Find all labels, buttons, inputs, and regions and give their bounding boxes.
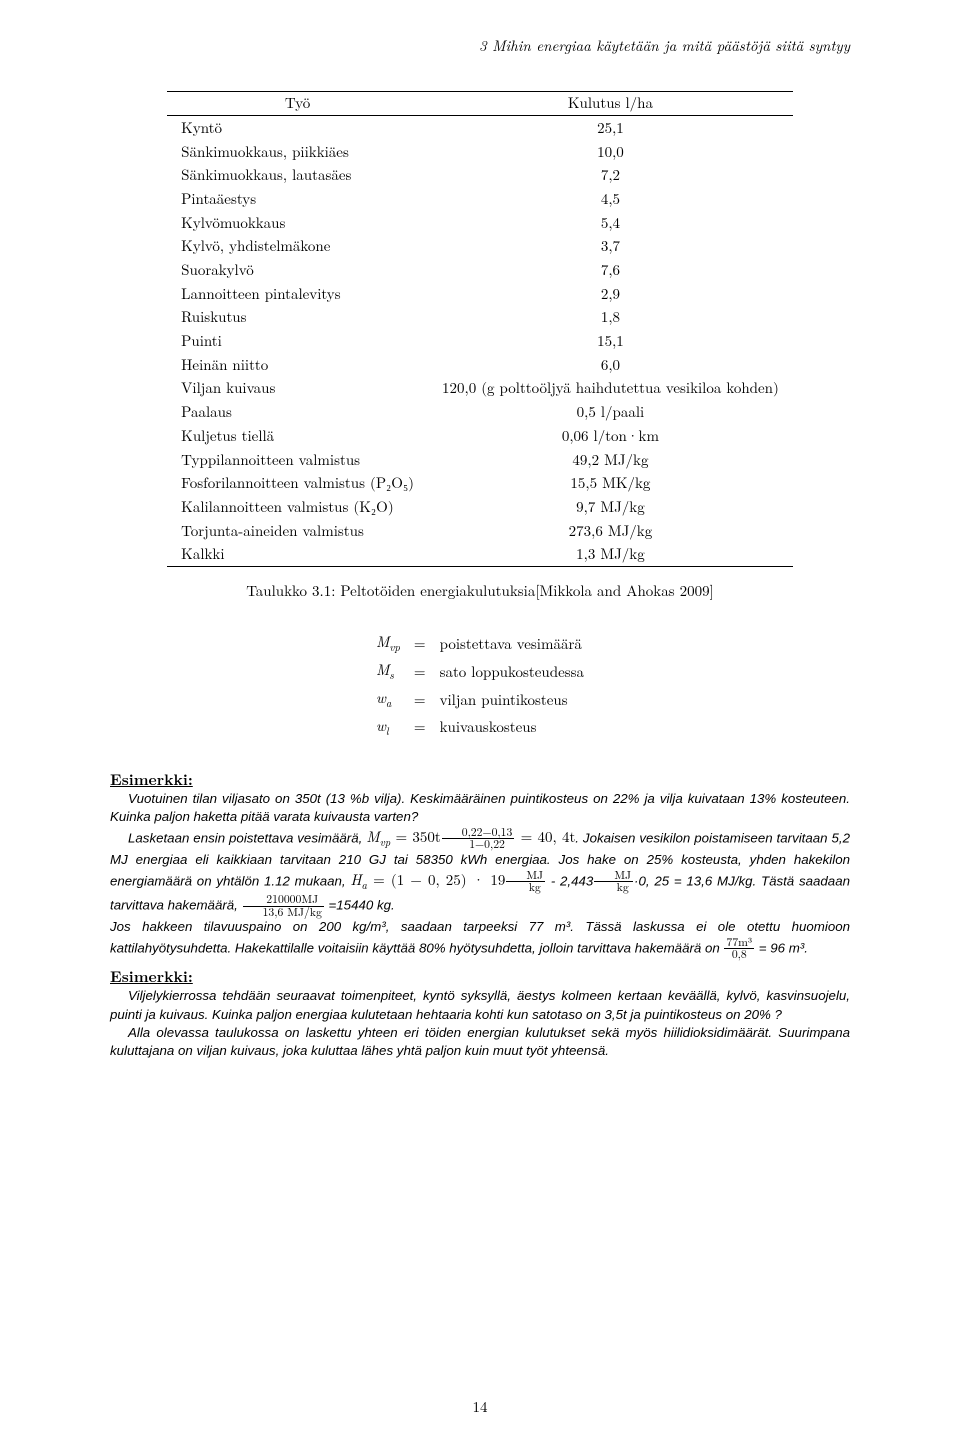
table-row-value: 273,6 MJ/kg (428, 519, 793, 543)
def-desc: poistettava vesimäärä (433, 630, 592, 658)
table-row-value: 15,1 (428, 330, 793, 354)
table-row-value: 25,1 (428, 116, 793, 140)
table-row-value: 9,7 MJ/kg (428, 495, 793, 519)
def-eq: = (407, 686, 433, 714)
table-row-label: Suorakylvö (167, 259, 428, 283)
table-row-label: Kuljetus tiellä (167, 424, 428, 448)
table-row-value: 10,0 (428, 140, 793, 164)
def-eq: = (407, 714, 433, 742)
example-2-para-2: Alla olevassa taulukossa on laskettu yht… (110, 1024, 850, 1061)
table-row-label: Sänkimuokkaus, lautasäes (167, 164, 428, 188)
table-row-label: Kalilannoitteen valmistus (K₂O) (167, 495, 428, 519)
def-eq: = (407, 630, 433, 658)
table-row-label: Pintaäestys (167, 187, 428, 211)
page-number: 14 (0, 1397, 960, 1418)
def-eq: = (407, 658, 433, 686)
table-row-label: Viljan kuivaus (167, 377, 428, 401)
energy-table: Työ Kulutus l/ha Kyntö25,1Sänkimuokkaus,… (167, 91, 793, 568)
table-row-label: Ruiskutus (167, 306, 428, 330)
table-row-value: 0,5 l/paali (428, 401, 793, 425)
def-symbol: Mvp (369, 630, 407, 658)
def-desc: viljan puintikosteus (433, 686, 592, 714)
table-row-value: 4,5 (428, 187, 793, 211)
table-row-label: Heinän niitto (167, 353, 428, 377)
example-2-para-1: Viljelykierrossa tehdään seuraavat toime… (110, 987, 850, 1024)
table-row-value: 7,2 (428, 164, 793, 188)
col-header-2: Kulutus l/ha (428, 91, 793, 116)
def-symbol: wl (369, 714, 407, 742)
table-row-label: Kyntö (167, 116, 428, 140)
table-row-label: Sänkimuokkaus, piikkiäes (167, 140, 428, 164)
table-row-value: 1,3 MJ/kg (428, 543, 793, 567)
running-head: 3 Mihin energiaa käytetään ja mitä pääst… (110, 36, 850, 57)
col-header-1: Työ (167, 91, 428, 116)
example-1-header: Esimerkki: (110, 768, 850, 789)
table-row-label: Kylvömuokkaus (167, 211, 428, 235)
def-desc: sato loppukosteudessa (433, 658, 592, 686)
def-symbol: Ms (369, 658, 407, 686)
table-row-value: 1,8 (428, 306, 793, 330)
table-row-value: 3,7 (428, 235, 793, 259)
example-1-para-3: Jos hakkeen tilavuuspaino on 200 kg/m³, … (110, 918, 850, 961)
table-row-value: 120,0 (g polttoöljyä haihdutettua vesiki… (428, 377, 793, 401)
symbol-definitions: Mvp=poistettava vesimääräMs=sato loppuko… (110, 630, 850, 742)
table-row-label: Torjunta-aineiden valmistus (167, 519, 428, 543)
table-row-label: Paalaus (167, 401, 428, 425)
table-row-label: Typpilannoitteen valmistus (167, 448, 428, 472)
table-row-value: 49,2 MJ/kg (428, 448, 793, 472)
table-row-label: Kylvö, yhdistelmäkone (167, 235, 428, 259)
table-row-label: Puinti (167, 330, 428, 354)
table-row-value: 5,4 (428, 211, 793, 235)
def-symbol: wa (369, 686, 407, 714)
table-caption: Taulukko 3.1: Peltotöiden energiakulutuk… (110, 581, 850, 602)
table-row-value: 0,06 l/ton·km (428, 424, 793, 448)
example-1-para-1: Vuotuinen tilan viljasato on 350t (13 %b… (110, 790, 850, 827)
table-row-label: Lannoitteen pintalevitys (167, 282, 428, 306)
table-row-label: Kalkki (167, 543, 428, 567)
table-row-value: 6,0 (428, 353, 793, 377)
table-row-value: 2,9 (428, 282, 793, 306)
def-desc: kuivauskosteus (433, 714, 592, 742)
table-row-value: 15,5 MK/kg (428, 472, 793, 496)
table-row-label: Fosforilannoitteen valmistus (P₂O₅) (167, 472, 428, 496)
example-2-header: Esimerkki: (110, 965, 850, 986)
table-row-value: 7,6 (428, 259, 793, 283)
example-1-para-2: Lasketaan ensin poistettava vesimäärä, M… (110, 827, 850, 919)
